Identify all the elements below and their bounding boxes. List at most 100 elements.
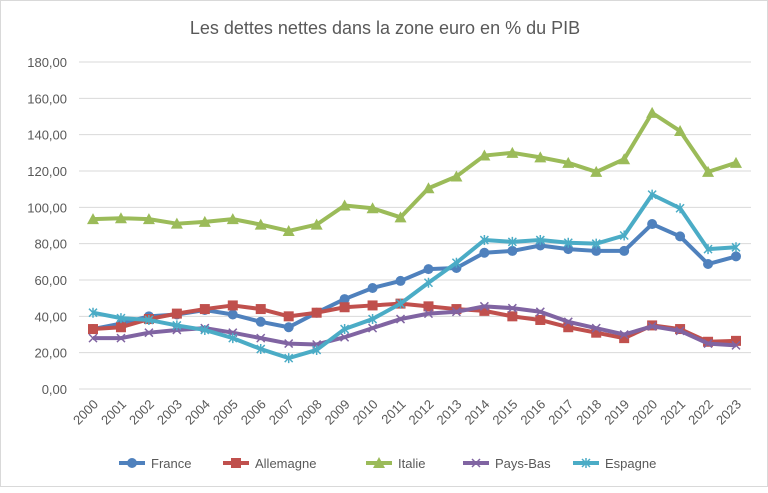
data-point-circle bbox=[395, 275, 406, 286]
data-point-circle bbox=[647, 219, 658, 230]
x-tick-label: 2020 bbox=[629, 397, 660, 428]
data-point-square bbox=[88, 324, 98, 335]
legend-item: Italie bbox=[366, 456, 425, 471]
data-point-circle bbox=[127, 458, 137, 468]
legend-label: Pays-Bas bbox=[495, 456, 551, 471]
data-point-square bbox=[227, 300, 238, 311]
data-point-triangle bbox=[394, 211, 407, 223]
data-point-square bbox=[535, 314, 546, 325]
data-point-triangle bbox=[674, 125, 687, 137]
legend-item: Espagne bbox=[573, 456, 656, 471]
data-point-triangle bbox=[590, 165, 603, 177]
x-tick-label: 2019 bbox=[601, 397, 632, 428]
data-point-square bbox=[255, 304, 266, 315]
series-allemagne bbox=[88, 298, 741, 347]
data-point-x bbox=[703, 339, 713, 349]
x-tick-label: 2011 bbox=[378, 397, 408, 427]
data-point-square bbox=[619, 333, 630, 344]
legend-label: France bbox=[151, 456, 191, 471]
data-point-star bbox=[228, 333, 238, 344]
data-point-star bbox=[423, 277, 434, 288]
data-point-triangle bbox=[422, 182, 435, 194]
data-point-x bbox=[479, 301, 489, 311]
data-point-circle bbox=[227, 309, 238, 320]
y-tick-label: 0,00 bbox=[42, 382, 67, 397]
data-point-triangle bbox=[310, 218, 323, 230]
data-point-star bbox=[256, 344, 266, 355]
data-point-x bbox=[116, 333, 126, 343]
data-point-circle bbox=[703, 259, 714, 270]
data-point-star bbox=[312, 344, 322, 355]
data-point-x bbox=[507, 303, 517, 313]
data-point-x bbox=[368, 323, 378, 333]
x-tick-label: 2000 bbox=[70, 397, 101, 428]
data-point-star bbox=[731, 242, 741, 253]
data-point-star bbox=[591, 238, 601, 249]
data-point-square bbox=[479, 305, 490, 316]
data-point-star bbox=[200, 324, 210, 335]
data-point-square bbox=[231, 458, 241, 468]
data-point-star bbox=[675, 203, 685, 214]
data-point-triangle bbox=[282, 224, 295, 236]
x-tick-label: 2008 bbox=[294, 397, 325, 428]
data-point-triangle bbox=[254, 218, 267, 230]
data-point-square bbox=[451, 304, 462, 315]
data-point-circle bbox=[255, 316, 266, 327]
legend-label: Espagne bbox=[605, 456, 656, 471]
data-point-square bbox=[199, 304, 210, 315]
data-point-triangle bbox=[226, 213, 239, 225]
data-point-triangle bbox=[534, 151, 547, 163]
data-point-triangle bbox=[170, 217, 183, 229]
data-point-square bbox=[731, 335, 741, 346]
data-point-square bbox=[283, 311, 294, 322]
x-tick-label: 2017 bbox=[545, 397, 576, 428]
data-point-star bbox=[535, 235, 545, 246]
data-point-star bbox=[647, 189, 657, 200]
y-tick-label: 20,00 bbox=[34, 346, 67, 361]
y-tick-label: 60,00 bbox=[34, 273, 67, 288]
data-point-star bbox=[340, 324, 350, 335]
data-point-square bbox=[311, 307, 322, 318]
data-point-circle bbox=[339, 294, 350, 305]
x-tick-label: 2003 bbox=[154, 397, 185, 428]
data-point-x bbox=[256, 333, 266, 343]
data-point-x bbox=[619, 329, 629, 340]
y-tick-label: 80,00 bbox=[34, 237, 67, 252]
data-point-x bbox=[647, 321, 657, 331]
x-tick-label: 2015 bbox=[489, 397, 520, 428]
x-tick-label: 2009 bbox=[322, 397, 353, 428]
data-point-star bbox=[172, 320, 182, 331]
x-tick-label: 2006 bbox=[238, 397, 269, 428]
data-point-circle bbox=[507, 245, 518, 256]
data-point-x bbox=[423, 309, 434, 319]
data-point-x bbox=[284, 339, 294, 349]
data-point-star bbox=[619, 230, 629, 241]
legend-label: Italie bbox=[398, 456, 425, 471]
data-point-star bbox=[479, 235, 489, 246]
data-point-square bbox=[591, 327, 602, 338]
data-point-star bbox=[563, 237, 573, 248]
data-point-star bbox=[116, 313, 126, 324]
data-point-triangle bbox=[618, 153, 631, 165]
data-point-star bbox=[88, 307, 98, 318]
y-tick-label: 180,00 bbox=[27, 55, 67, 70]
x-tick-label: 2012 bbox=[406, 397, 437, 428]
data-point-star bbox=[395, 298, 406, 309]
data-point-triangle bbox=[373, 457, 385, 468]
x-tick-label: 2005 bbox=[210, 397, 241, 428]
x-tick-label: 2001 bbox=[98, 397, 129, 428]
data-point-square bbox=[171, 308, 182, 319]
data-point-x bbox=[340, 332, 350, 342]
x-tick-label: 2021 bbox=[657, 397, 688, 428]
data-point-triangle bbox=[87, 213, 99, 225]
data-point-circle bbox=[591, 245, 602, 256]
data-point-circle bbox=[619, 245, 630, 256]
data-point-x bbox=[563, 317, 573, 327]
series-italie bbox=[87, 106, 742, 236]
x-tick-label: 2023 bbox=[713, 397, 744, 428]
x-tick-label: 2010 bbox=[350, 397, 381, 428]
data-point-triangle bbox=[702, 165, 715, 177]
data-point-triangle bbox=[142, 213, 155, 225]
data-point-triangle bbox=[506, 146, 519, 158]
